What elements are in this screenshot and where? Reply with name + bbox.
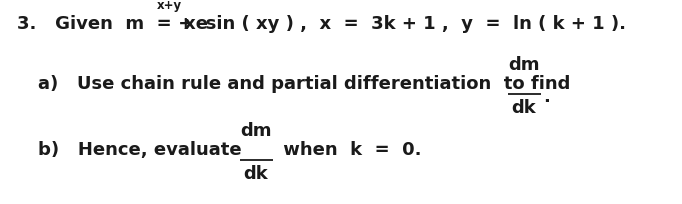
Text: dk: dk bbox=[512, 98, 536, 116]
Text: b)   Hence, evaluate: b) Hence, evaluate bbox=[38, 140, 241, 158]
Text: when  k  =  0.: when k = 0. bbox=[277, 140, 421, 158]
Text: x+y: x+y bbox=[157, 0, 182, 12]
Text: .: . bbox=[544, 88, 550, 106]
Text: 3.   Given  m  =  xe: 3. Given m = xe bbox=[17, 15, 208, 33]
Text: dm: dm bbox=[508, 55, 539, 73]
Text: dm: dm bbox=[240, 122, 271, 140]
Text: dk: dk bbox=[243, 165, 268, 183]
Text: +  sin ( xy ) ,  x  =  3k + 1 ,  y  =  ln ( k + 1 ).: + sin ( xy ) , x = 3k + 1 , y = ln ( k +… bbox=[172, 15, 626, 33]
Text: a)   Use chain rule and partial differentiation  to find: a) Use chain rule and partial differenti… bbox=[38, 75, 570, 93]
